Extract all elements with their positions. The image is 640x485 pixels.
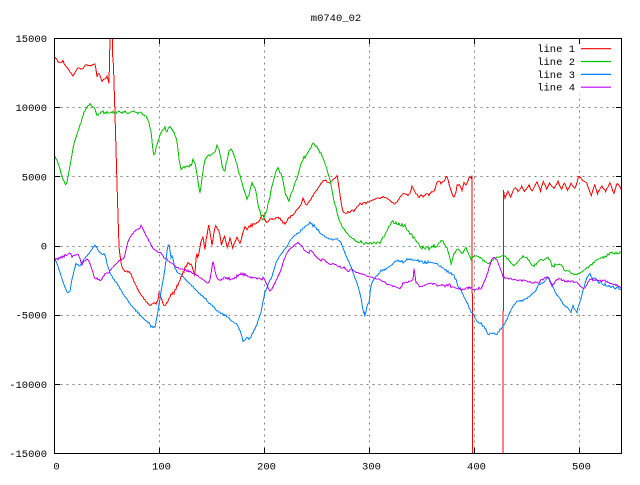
svg-text:line 4: line 4 — [537, 83, 575, 95]
svg-text:200: 200 — [257, 462, 276, 474]
svg-text:line 1: line 1 — [537, 44, 575, 56]
svg-text:15000: 15000 — [15, 34, 47, 46]
svg-text:100: 100 — [152, 462, 171, 474]
svg-text:500: 500 — [572, 462, 591, 474]
svg-text:0: 0 — [41, 242, 47, 254]
svg-text:10000: 10000 — [15, 103, 47, 115]
svg-text:400: 400 — [467, 462, 486, 474]
svg-text:m0740_02: m0740_02 — [311, 13, 361, 25]
svg-text:line 2: line 2 — [537, 57, 575, 69]
svg-text:300: 300 — [362, 462, 381, 474]
svg-text:-5000: -5000 — [15, 311, 47, 323]
svg-text:-15000: -15000 — [9, 449, 47, 461]
svg-text:5000: 5000 — [22, 172, 47, 184]
svg-text:line 3: line 3 — [537, 70, 575, 82]
svg-text:-10000: -10000 — [9, 380, 47, 392]
svg-text:0: 0 — [53, 462, 59, 474]
